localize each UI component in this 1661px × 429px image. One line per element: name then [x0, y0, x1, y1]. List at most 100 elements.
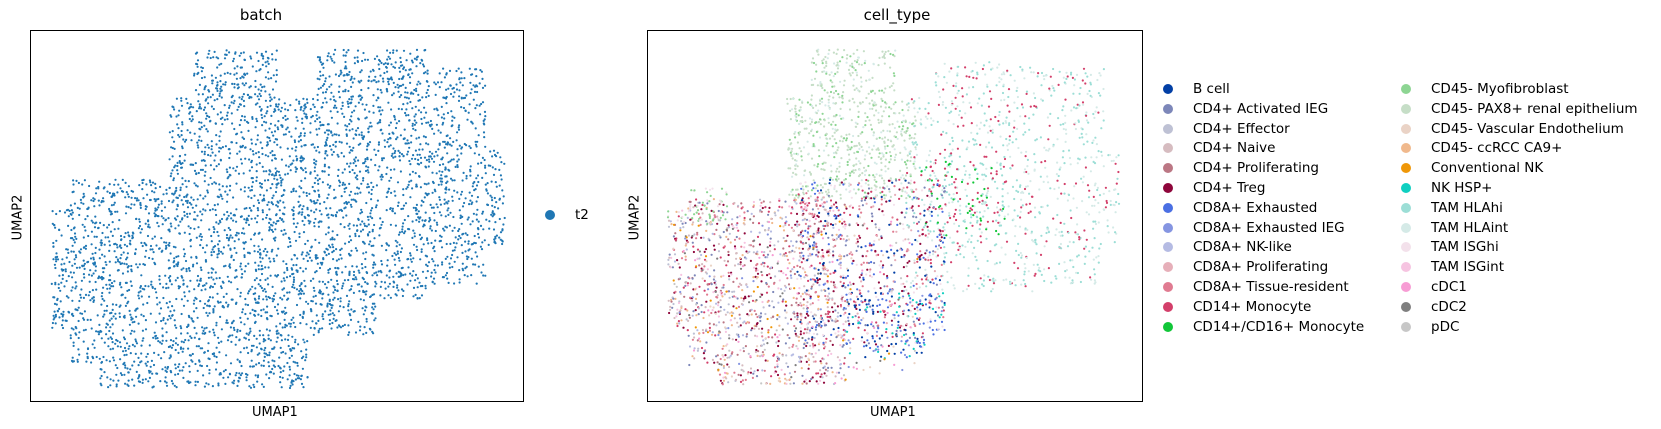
scatter-point	[266, 143, 269, 146]
scatter-point	[258, 92, 261, 95]
scatter-point	[225, 114, 229, 117]
scatter-point	[458, 234, 461, 238]
scatter-point	[296, 119, 299, 122]
scatter-point	[227, 376, 230, 379]
scatter-point	[422, 65, 426, 68]
scatter-point	[388, 132, 391, 135]
scatter-point	[250, 142, 253, 145]
scatter-point	[833, 156, 836, 159]
scatter-point	[113, 194, 116, 197]
scatter-point	[182, 376, 185, 379]
scatter-point	[434, 264, 437, 267]
scatter-point	[182, 347, 185, 350]
scatter-point	[1076, 223, 1079, 226]
scatter-point	[366, 169, 369, 172]
scatter-point	[82, 236, 85, 239]
scatter-point	[271, 359, 274, 362]
scatter-point	[206, 130, 209, 133]
scatter-point	[198, 135, 201, 138]
scatter-point	[180, 104, 184, 107]
scatter-point	[78, 353, 81, 356]
scatter-point	[127, 379, 130, 382]
scatter-point	[435, 221, 438, 224]
scatter-point	[881, 137, 884, 140]
scatter-point	[226, 170, 229, 174]
scatter-point	[161, 339, 164, 342]
scatter-point	[199, 128, 202, 131]
scatter-point	[198, 337, 201, 340]
scatter-point	[171, 105, 174, 108]
scatter-point	[359, 191, 362, 194]
scatter-point	[261, 211, 264, 214]
scatter-point	[827, 117, 830, 120]
scatter-point	[125, 281, 128, 284]
scatter-point	[67, 275, 70, 278]
scatter-point	[220, 62, 223, 65]
scatter-point	[370, 181, 373, 184]
scatter-point	[418, 217, 421, 220]
scatter-point	[400, 94, 403, 97]
scatter-point	[302, 355, 305, 358]
scatter-point	[858, 147, 861, 150]
scatter-point	[441, 123, 444, 126]
scatter-point	[183, 252, 186, 255]
scatter-point	[167, 217, 170, 220]
scatter-point	[128, 323, 131, 326]
scatter-point	[246, 93, 249, 96]
scatter-point	[169, 222, 172, 225]
scatter-point	[191, 360, 194, 363]
scatter-point	[439, 131, 442, 134]
scatter-point	[260, 54, 263, 57]
scatter-point	[130, 329, 133, 332]
scatter-point	[142, 337, 145, 340]
scatter-point	[400, 207, 403, 211]
scatter-point	[474, 140, 477, 143]
scatter-point	[864, 124, 867, 127]
scatter-point	[398, 259, 401, 262]
scatter-point	[893, 135, 896, 138]
scatter-point	[810, 189, 814, 192]
scatter-point	[460, 71, 463, 74]
scatter-point	[186, 380, 189, 383]
scatter-point	[243, 336, 246, 339]
scatter-point	[258, 248, 261, 251]
scatter-point	[327, 52, 330, 55]
scatter-point	[276, 105, 279, 108]
scatter-point	[419, 82, 422, 85]
scatter-point	[188, 290, 191, 293]
scatter-point	[105, 326, 108, 329]
scatter-point	[867, 69, 870, 72]
scatter-point	[462, 106, 466, 110]
scatter-point	[405, 114, 408, 117]
scatter-point	[192, 106, 195, 109]
scatter-point	[379, 175, 382, 178]
scatter-point	[482, 274, 485, 277]
scatter-point	[455, 88, 459, 91]
scatter-point	[79, 296, 83, 299]
scatter-point	[273, 239, 277, 242]
scatter-point	[195, 236, 198, 239]
scatter-point	[870, 128, 873, 131]
scatter-point	[820, 168, 823, 171]
scatter-point	[358, 235, 361, 238]
scatter-point	[240, 364, 243, 368]
scatter-point	[253, 385, 256, 389]
scatter-point	[348, 272, 351, 276]
scatter-point	[1027, 172, 1030, 175]
scatter-point	[168, 158, 171, 161]
scatter-point	[449, 160, 452, 163]
scatter-point	[110, 204, 113, 207]
scatter-point	[419, 62, 422, 65]
scatter-point	[393, 151, 396, 155]
scatter-point	[833, 62, 836, 65]
scatter-point	[307, 219, 310, 222]
scatter-point	[393, 115, 396, 119]
scatter-point	[140, 352, 143, 355]
scatter-point	[188, 269, 191, 272]
scatter-point	[333, 188, 336, 191]
scatter-point	[238, 372, 241, 375]
scatter-point	[371, 274, 374, 277]
scatter-point	[110, 317, 113, 320]
scatter-point	[147, 223, 150, 226]
scatter-point	[298, 185, 301, 188]
